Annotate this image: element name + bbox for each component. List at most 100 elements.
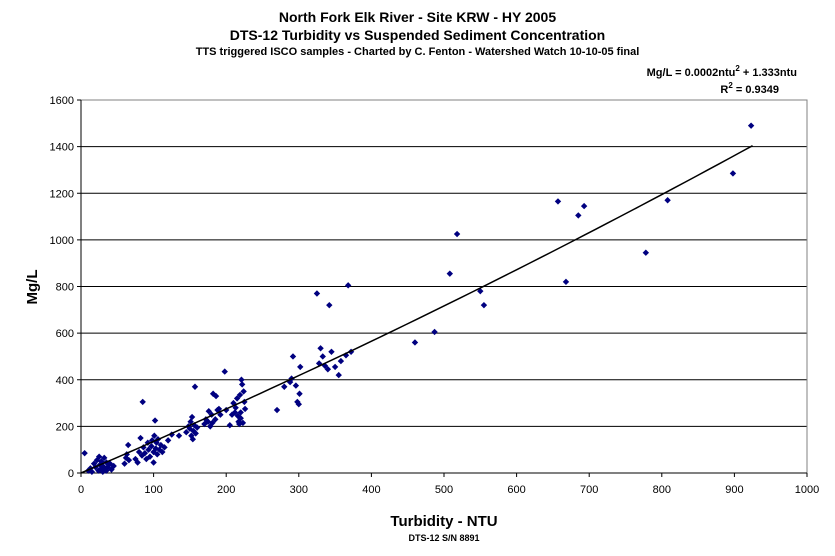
data-point — [139, 398, 146, 406]
data-point — [292, 382, 300, 389]
data-point — [328, 348, 335, 355]
data-point — [88, 468, 96, 476]
x-tick-label: 200 — [217, 484, 235, 496]
data-point — [151, 417, 159, 424]
data-point — [148, 442, 155, 450]
data-point — [273, 406, 281, 414]
data-point — [226, 422, 234, 429]
r2-prefix: R — [720, 84, 728, 96]
data-point — [642, 249, 650, 256]
data-point — [326, 301, 333, 309]
data-point — [295, 401, 302, 408]
chart-caption: TTS triggered ISCO samples - Charted by … — [195, 46, 640, 58]
data-point — [453, 230, 461, 238]
r2-suffix: = 0.9349 — [733, 84, 779, 96]
data-point — [154, 451, 161, 458]
data-point — [145, 446, 152, 453]
data-point — [187, 418, 194, 425]
y-axis: 0 200 400 600 800 1000 1200 1400 1600 — [50, 95, 82, 480]
data-point — [110, 462, 117, 470]
data-point — [209, 419, 216, 427]
data-point — [124, 441, 132, 449]
data-point — [150, 459, 157, 466]
data-point — [480, 301, 488, 309]
data-point — [237, 415, 244, 422]
y-tick-label: 1600 — [50, 95, 74, 107]
x-tick-label: 700 — [580, 484, 598, 496]
equation-exponent: 2 — [735, 64, 740, 73]
data-point — [562, 278, 570, 286]
data-point — [446, 270, 454, 277]
data-point — [431, 328, 438, 336]
x-tick-label: 1000 — [795, 484, 819, 496]
data-point — [580, 202, 588, 210]
x-tick-label: 100 — [144, 484, 162, 496]
gridlines — [81, 146, 807, 427]
data-point — [344, 282, 352, 289]
data-point — [188, 413, 196, 421]
data-point — [238, 376, 245, 383]
r2-exponent: 2 — [728, 81, 733, 90]
data-point — [81, 449, 88, 457]
data-point — [575, 212, 582, 219]
data-point — [239, 419, 247, 427]
data-point — [729, 170, 737, 177]
data-point — [664, 197, 671, 204]
data-point — [232, 404, 239, 411]
data-point — [281, 383, 288, 390]
data-point — [238, 381, 246, 388]
data-point — [161, 444, 168, 451]
data-point — [313, 290, 321, 297]
y-tick-label: 1400 — [50, 142, 74, 154]
data-point — [337, 357, 345, 365]
x-axis-subtitle: DTS-12 S/N 8891 — [408, 533, 479, 543]
y-tick-label: 400 — [56, 375, 74, 387]
trendline — [80, 145, 753, 474]
data-point — [233, 395, 241, 402]
data-point — [164, 437, 172, 444]
chart-subtitle: DTS-12 Turbidity vs Suspended Sediment C… — [229, 27, 606, 43]
y-tick-label: 600 — [56, 328, 74, 340]
data-point — [183, 429, 190, 436]
data-point — [319, 353, 326, 360]
data-point — [141, 449, 149, 457]
data-point — [159, 448, 166, 456]
data-point — [137, 434, 144, 442]
data-point — [121, 460, 128, 467]
data-point — [153, 439, 160, 446]
trendline-equation: Mg/L = 0.0002ntu2 + 1.333ntu — [647, 64, 797, 79]
data-point — [237, 409, 244, 416]
y-axis-title: Mg/L — [24, 270, 41, 305]
y-tick-label: 200 — [56, 421, 74, 433]
data-point — [125, 456, 133, 464]
data-point — [221, 368, 228, 375]
x-tick-label: 600 — [507, 484, 525, 496]
data-point — [297, 363, 304, 371]
equation-suffix: + 1.333ntu — [740, 67, 797, 79]
data-point — [193, 424, 201, 431]
data-point — [236, 391, 244, 399]
data-point — [331, 363, 339, 371]
data-point — [240, 388, 247, 395]
data-point — [747, 122, 755, 129]
r-squared: R2 = 0.9349 — [720, 81, 779, 96]
x-axis-title: Turbidity - NTU — [390, 513, 497, 530]
data-point — [317, 345, 324, 352]
data-point — [228, 411, 236, 418]
data-point — [212, 392, 220, 400]
data-point — [289, 353, 297, 360]
data-point — [324, 366, 332, 373]
data-point — [241, 405, 249, 413]
data-point — [99, 468, 106, 476]
chart-title: North Fork Elk River - Site KRW - HY 200… — [278, 9, 557, 25]
x-tick-label: 800 — [653, 484, 671, 496]
data-point — [191, 383, 199, 390]
data-point — [175, 432, 183, 439]
y-tick-label: 1000 — [50, 235, 74, 247]
data-point — [135, 448, 143, 456]
data-point — [335, 371, 342, 379]
data-point — [207, 423, 214, 430]
x-tick-label: 0 — [78, 484, 84, 496]
x-tick-label: 400 — [362, 484, 380, 496]
